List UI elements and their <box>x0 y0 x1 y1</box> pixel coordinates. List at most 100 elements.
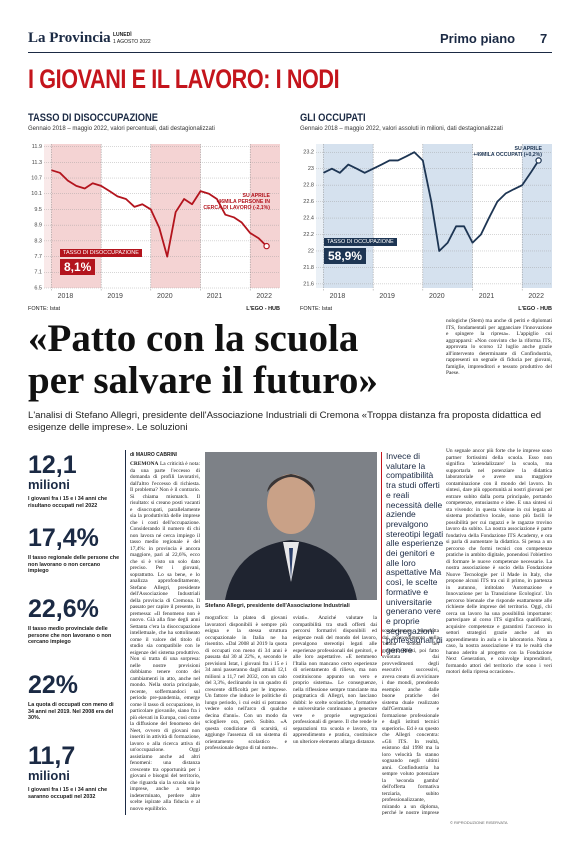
y-tick-label: 22.8 <box>303 183 314 189</box>
stat-value: 22% <box>28 671 79 699</box>
stat-value: 11,7 <box>28 742 76 770</box>
chart-title: TASSO DI DISOCCUPAZIONE <box>28 112 159 124</box>
series-label: TASSO DI DISOCCUPAZIONE <box>60 249 142 257</box>
stat-unit: milioni <box>28 477 70 492</box>
data-line <box>51 169 268 258</box>
kicker: I GIOVANI E IL LAVORO: I NODI <box>28 64 340 94</box>
y-tick-label: 11.9 <box>32 144 42 150</box>
end-point <box>535 157 542 164</box>
byline: di MAURO CABRINI <box>130 452 177 458</box>
body-column: mografico: la platea di giovani lavorato… <box>205 615 287 751</box>
annotation-line: SU APRILE <box>242 193 270 199</box>
page-number: 7 <box>540 31 548 46</box>
stat-value: 12,1 <box>28 451 77 479</box>
chart: 21.6 21.8 22 22.2 22.4 22.6 22.8 23 23.2 2018 2019… <box>300 138 552 313</box>
body-column: CREMONA La criticità è nota: da una part… <box>130 461 200 815</box>
footer: © RIPRODUZIONE RISERVATA <box>450 820 508 825</box>
x-tick-label: 2022 <box>256 293 272 300</box>
year-band <box>316 144 324 288</box>
rule <box>28 52 552 53</box>
stat: 22,6% Il tasso medio provinciale delle pe… <box>28 596 120 646</box>
credit: L'EGO - HUB <box>518 306 552 312</box>
y-tick-label: 8.3 <box>34 238 42 244</box>
chart-title: GLI OCCUPATI <box>300 112 366 124</box>
annotation: SU APRILE -46MILA PERSONE IN CERCA DI LAV… <box>200 193 270 211</box>
x-tick-label: 2021 <box>207 293 223 300</box>
credit: L'EGO - HUB <box>246 306 280 312</box>
source: FONTE: Istat <box>300 306 333 312</box>
rule <box>125 450 126 815</box>
y-tick-label: 9.5 <box>34 207 42 213</box>
chart-subtitle: Gennaio 2018 – maggio 2022, valori assol… <box>300 126 503 132</box>
data-line <box>323 151 540 252</box>
series-value: 8,1% <box>60 259 96 275</box>
stat-value: 17,4% <box>28 524 99 552</box>
y-tick-label: 21.8 <box>303 265 314 271</box>
x-tick-label: 2020 <box>157 293 173 300</box>
x-tick-label: 2018 <box>330 293 346 300</box>
y-tick-label: 10.7 <box>31 175 42 181</box>
stat: 11,7 milioni I giovani fra i 15 e i 34 ann… <box>28 743 120 800</box>
stat: 12,1 milioni I giovani fra i 15 e i 34 ann… <box>28 452 120 509</box>
headline-line: «Patto con la scuola <box>28 317 359 360</box>
pull-quote: Invece di valutare la compatibilità tra … <box>381 451 444 656</box>
body-text: La criticità è nota: da una parte l'ecce… <box>130 461 200 812</box>
headline: «Patto con la scuola per salvare il futu… <box>28 318 378 402</box>
source: FONTE: Istat <box>28 306 61 312</box>
masthead: La Provincia <box>28 30 111 46</box>
chart: 6.5 7.1 7.7 8.3 8.9 9.5 10.1 10.7 11.3 11.9 2018 20… <box>28 138 280 313</box>
body-column: nologiche (Stem) ma anche di periti e di… <box>446 318 552 376</box>
year-band <box>250 144 280 288</box>
stat-text: I giovani fra i 15 e i 34 anni che saran… <box>28 787 108 800</box>
y-tick-label: 23.2 <box>303 150 314 156</box>
day: LUNEDÌ <box>113 32 132 38</box>
subtitle: L'analisi di Stefano Allegri, presidente… <box>28 410 542 433</box>
stat-text: Il tasso regionale delle persone che non… <box>28 555 120 575</box>
year-band <box>422 144 473 288</box>
y-tick-label: 8.9 <box>34 223 42 229</box>
stat-text: Il tasso medio provinciale delle persone… <box>28 626 112 646</box>
photo <box>205 452 377 600</box>
headline-line: per salvare il futuro» <box>28 359 378 402</box>
chart-plot: 6.5 7.1 7.7 8.3 8.9 9.5 10.1 10.7 11.3 11.9 2018 20… <box>31 144 280 300</box>
y-tick-label: 7.7 <box>34 254 42 260</box>
series-label: TASSO DI OCCUPAZIONE <box>324 238 397 246</box>
year-band <box>522 144 552 288</box>
annotation-line: +49MILA OCCUPATI (+0,2%) <box>473 152 542 158</box>
y-tick-label: 23 <box>308 166 314 172</box>
body-column: Un segnale ancor più forte che le impres… <box>446 448 552 675</box>
photo-caption: Stefano Allegri, presidente dell'Associa… <box>205 603 350 609</box>
end-point <box>263 242 270 250</box>
body-column: sviati». Anziché valutare la compatibili… <box>293 615 377 745</box>
x-tick-label: 2018 <box>58 293 74 300</box>
x-tick-label: 2019 <box>379 293 395 300</box>
stat-text: La quota di occupati con meno di 34 anni… <box>28 702 114 722</box>
stat-text: I giovani fra i 15 e i 34 anni che risul… <box>28 496 108 509</box>
y-tick-label: 21.6 <box>303 281 314 287</box>
stat: 22% La quota di occupati con meno di 34 a… <box>28 672 120 722</box>
year-band <box>44 144 52 288</box>
chart-plot: 21.6 21.8 22 22.2 22.4 22.6 22.8 23 23.2 2018 2019… <box>303 144 552 300</box>
y-tick-label: 22.2 <box>303 232 314 238</box>
x-tick-label: 2021 <box>479 293 495 300</box>
series-value: 58,9% <box>324 248 367 264</box>
x-tick-label: 2022 <box>528 293 544 300</box>
dateline: CREMONA <box>130 461 159 467</box>
y-tick-label: 22.4 <box>303 216 314 222</box>
y-tick-label: 7.1 <box>34 270 42 276</box>
stat-unit: milioni <box>28 768 70 783</box>
chart-subtitle: Gennaio 2018 – maggio 2022, valori perce… <box>28 126 215 132</box>
annotation: SU APRILE +49MILA OCCUPATI (+0,2%) <box>472 146 542 158</box>
y-tick-label: 22 <box>308 248 314 254</box>
body-column: scuola-lavoro introdotta dal provvedimen… <box>382 628 439 815</box>
date: 1 AGOSTO 2022 <box>113 39 151 45</box>
stat-value: 22,6% <box>28 595 99 623</box>
stat: 17,4% Il tasso regionale delle persone ch… <box>28 525 120 575</box>
y-tick-label: 22.6 <box>303 199 314 205</box>
annotation-line: SU APRILE <box>514 146 542 152</box>
section: Primo piano <box>440 31 516 46</box>
y-tick-label: 10.1 <box>31 191 42 197</box>
annotation-line: -46MILA PERSONE IN CERCA DI LAVORO (-2,1… <box>203 199 270 211</box>
